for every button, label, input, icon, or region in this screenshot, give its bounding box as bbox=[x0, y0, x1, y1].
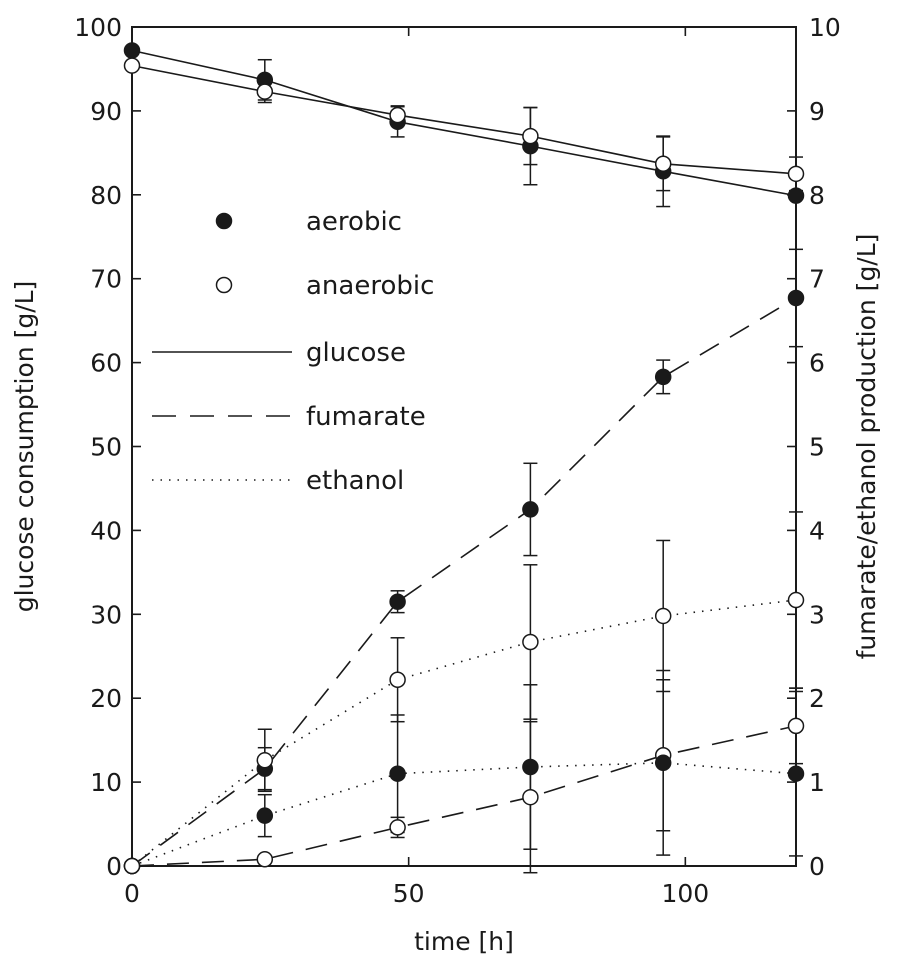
anaerobic-ethanol-point bbox=[256, 752, 274, 769]
y-left-tick-label: 70 bbox=[90, 265, 122, 294]
y-right-tick-label: 8 bbox=[809, 181, 825, 210]
y-right-tick-label: 4 bbox=[809, 516, 825, 545]
legend-label-aerobic: aerobic bbox=[306, 207, 402, 237]
aerobic-ethanol-line bbox=[131, 761, 797, 867]
aerobic-fumarate-line bbox=[131, 297, 797, 867]
aerobic-glucose-point bbox=[123, 42, 141, 59]
aerobic-glucose-point bbox=[787, 187, 805, 204]
y-right-tick-label: 10 bbox=[809, 13, 841, 42]
aerobic-fumarate-point bbox=[522, 501, 539, 518]
legend-label-fumarate: fumarate bbox=[306, 402, 426, 432]
anaerobic-fumarate-line bbox=[131, 725, 797, 867]
y-axis-left-label: glucose consumption [g/L] bbox=[10, 281, 39, 613]
data-markers bbox=[123, 42, 805, 875]
y-axis-right-label: fumarate/ethanol production [g/L] bbox=[852, 234, 881, 660]
aerobic-fumarate-point bbox=[389, 593, 406, 610]
anaerobic-glucose-point bbox=[787, 165, 805, 183]
y-right-tick-label: 1 bbox=[809, 768, 825, 797]
anaerobic-ethanol-point bbox=[522, 633, 539, 651]
y-left-tick-label: 80 bbox=[90, 181, 122, 210]
anaerobic-ethanol-point bbox=[787, 591, 805, 609]
legend-item-ethanol: ethanol bbox=[152, 466, 404, 496]
y-left-tick-label: 0 bbox=[106, 852, 122, 881]
aerobic-ethanol-point bbox=[256, 807, 274, 824]
anaerobic-fumarate-point bbox=[522, 788, 539, 806]
anaerobic-fumarate-point bbox=[256, 851, 274, 868]
legend-marker-aerobic bbox=[215, 212, 233, 230]
anaerobic-ethanol-line bbox=[131, 599, 797, 867]
aerobic-glucose-line bbox=[131, 49, 797, 197]
axis-ticks bbox=[131, 26, 796, 867]
anaerobic-ethanol-point bbox=[123, 857, 141, 875]
anaerobic-ethanol-point bbox=[654, 607, 672, 625]
legend-item-fumarate: fumarate bbox=[152, 402, 426, 432]
y-left-tick-label: 90 bbox=[90, 97, 122, 126]
aerobic-ethanol-point bbox=[389, 765, 406, 782]
aerobic-fumarate-point bbox=[787, 289, 805, 307]
legend-item-glucose: glucose bbox=[152, 338, 406, 368]
legend: aerobic anaerobic glucose fumarate ethanol bbox=[152, 207, 434, 496]
y-left-tick-label: 40 bbox=[90, 516, 122, 545]
x-tick-label: 0 bbox=[124, 879, 140, 908]
y-left-tick-label: 60 bbox=[90, 349, 122, 378]
aerobic-ethanol-point bbox=[522, 758, 539, 776]
y-right-tick-label: 7 bbox=[809, 265, 825, 294]
legend-marker-anaerobic bbox=[215, 276, 233, 294]
anaerobic-glucose-point bbox=[389, 106, 406, 124]
anaerobic-glucose-point bbox=[522, 127, 539, 145]
x-tick-label: 50 bbox=[393, 879, 425, 908]
y-left-tick-label: 30 bbox=[90, 600, 122, 629]
y-right-tick-label: 3 bbox=[809, 600, 825, 629]
legend-item-aerobic: aerobic bbox=[215, 207, 402, 237]
series-lines bbox=[131, 49, 797, 867]
x-axis-label: time [h] bbox=[414, 927, 514, 955]
y-right-tick-label: 5 bbox=[809, 433, 825, 462]
legend-label-anaerobic: anaerobic bbox=[306, 271, 434, 301]
y-right-tick-label: 6 bbox=[809, 349, 825, 378]
legend-item-anaerobic: anaerobic bbox=[215, 271, 434, 301]
legend-label-glucose: glucose bbox=[306, 338, 406, 368]
y-left-tick-label: 100 bbox=[74, 13, 122, 42]
y-left-tick-label: 10 bbox=[90, 768, 122, 797]
axis-tick-labels: 0 50 100 0 10 20 30 40 50 60 70 80 90 100 0 1 2 3 4 5 6 7 8 9 10 bbox=[74, 13, 841, 908]
aerobic-ethanol-point bbox=[787, 765, 805, 782]
anaerobic-glucose-point bbox=[256, 83, 274, 100]
anaerobic-glucose-point bbox=[123, 57, 141, 74]
legend-label-ethanol: ethanol bbox=[306, 466, 404, 496]
aerobic-fumarate-point bbox=[654, 368, 672, 386]
anaerobic-glucose-point bbox=[654, 155, 672, 173]
plot-frame bbox=[131, 26, 797, 867]
y-right-tick-label: 2 bbox=[809, 684, 825, 713]
y-right-tick-label: 0 bbox=[809, 852, 825, 881]
y-left-tick-label: 20 bbox=[90, 684, 122, 713]
y-left-tick-label: 50 bbox=[90, 433, 122, 462]
plot-border bbox=[131, 26, 797, 867]
anaerobic-fumarate-point bbox=[787, 717, 805, 735]
anaerobic-fumarate-point bbox=[389, 819, 406, 836]
x-tick-label: 100 bbox=[661, 879, 709, 908]
y-right-tick-label: 9 bbox=[809, 97, 825, 126]
aerobic-ethanol-point bbox=[654, 754, 672, 772]
anaerobic-ethanol-point bbox=[389, 671, 406, 688]
anaerobic-glucose-line bbox=[131, 64, 797, 175]
